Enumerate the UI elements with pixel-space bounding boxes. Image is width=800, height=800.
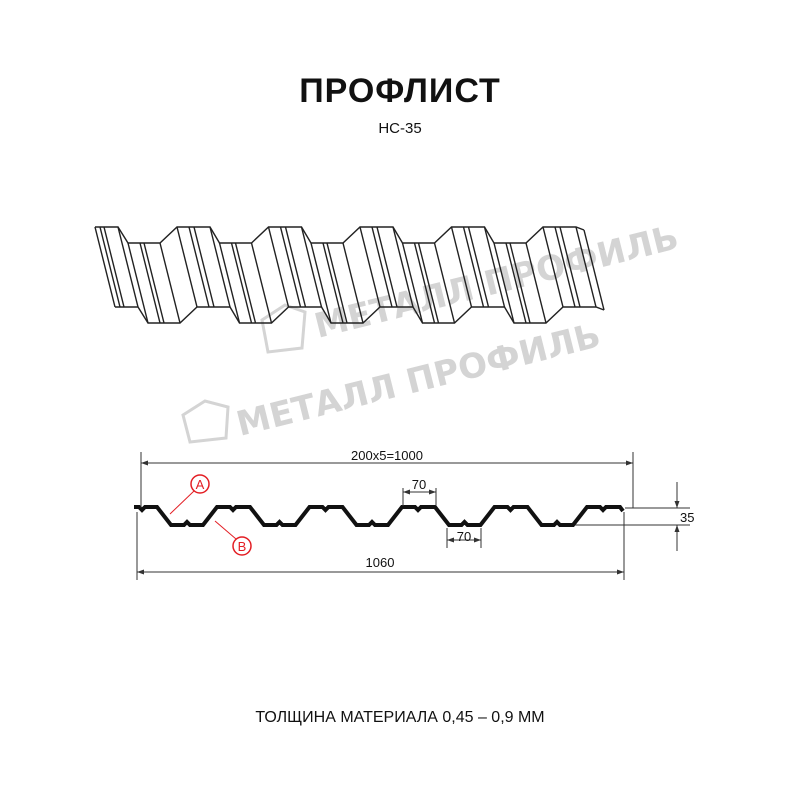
sheet-fold-line bbox=[342, 242, 364, 324]
sheet-fold-line bbox=[450, 226, 473, 308]
dimension-pitch-label: 200x5=1000 bbox=[351, 448, 423, 463]
dimension-height-label: 35 bbox=[680, 510, 694, 525]
marker-b-label: B bbox=[238, 539, 247, 554]
sheet-fold-line bbox=[392, 226, 414, 308]
sheet-rib-line bbox=[413, 242, 436, 324]
sheet-fold-line bbox=[433, 242, 456, 324]
sheet-3d-view bbox=[94, 226, 605, 324]
page-title: ПРОФЛИСТ bbox=[299, 72, 501, 110]
sheet-top-edge bbox=[95, 226, 585, 244]
model-subtitle: НС-35 bbox=[378, 120, 422, 137]
dimension-total-width-label: 1060 bbox=[366, 555, 395, 570]
dimension-bottom-flange-label: 70 bbox=[457, 529, 471, 544]
watermark-text-top: МЕТАЛЛ ПРОФИЛЬ bbox=[311, 218, 683, 347]
dimension-arrows bbox=[137, 460, 680, 575]
sheet-fold-line bbox=[300, 226, 323, 308]
sheet-fold-line bbox=[359, 226, 381, 308]
sheet-rib-line bbox=[322, 242, 344, 324]
sheet-rib-line bbox=[509, 242, 531, 324]
sheet-rib-line bbox=[193, 226, 215, 308]
material-thickness-text: ТОЛЩИНА МАТЕРИАЛА 0,45 – 0,9 ММ bbox=[255, 709, 545, 726]
marker-b: B bbox=[214, 520, 252, 556]
sheet-fold-line bbox=[250, 242, 273, 324]
sheet-fold-line bbox=[159, 242, 181, 324]
sheet-rib-line bbox=[376, 226, 398, 308]
sheet-fold-line bbox=[575, 226, 597, 308]
sheet-fold-line bbox=[401, 242, 424, 324]
cross-section bbox=[134, 505, 625, 527]
sheet-rib-line bbox=[326, 242, 348, 324]
sheet-rib-line bbox=[462, 226, 485, 308]
sheet-rib-line bbox=[139, 242, 161, 324]
sheet-fold-line bbox=[542, 226, 564, 308]
sheet-fold-line bbox=[525, 242, 547, 324]
dimension-lines bbox=[136, 452, 690, 580]
sheet-rib-line bbox=[371, 226, 393, 308]
sheet-rib-line bbox=[230, 242, 253, 324]
sheet-fold-line bbox=[493, 242, 515, 324]
sheet-fold-line bbox=[176, 226, 198, 308]
sheet-rib-line bbox=[99, 226, 121, 308]
sheet-rib-line bbox=[417, 242, 440, 324]
sheet-rib-line bbox=[554, 226, 576, 308]
dimension-top-flange-label: 70 bbox=[412, 477, 426, 492]
watermark-logo-top: МЕТАЛЛ ПРОФИЛЬ bbox=[260, 218, 683, 354]
sheet-rib-line bbox=[284, 226, 307, 308]
sheet-rib-line bbox=[279, 226, 302, 308]
sheet-fold-line bbox=[209, 226, 231, 308]
sheet-rib-line bbox=[559, 226, 581, 308]
sheet-fold-line bbox=[267, 226, 290, 308]
sheet-fold-line bbox=[583, 229, 605, 311]
watermark-text-bottom: МЕТАЛЛ ПРОФИЛЬ bbox=[233, 316, 605, 445]
sheet-rib-line bbox=[143, 242, 165, 324]
sheet-fold-line bbox=[483, 226, 506, 308]
watermark-logo-bottom: МЕТАЛЛ ПРОФИЛЬ bbox=[181, 316, 605, 445]
sheet-fold-line bbox=[310, 242, 332, 324]
marker-a: A bbox=[169, 474, 210, 515]
marker-a-label: A bbox=[196, 477, 205, 492]
sheet-rib-line bbox=[103, 226, 125, 308]
sheet-rib-line bbox=[467, 226, 490, 308]
sheet-fold-line bbox=[94, 226, 116, 308]
sheet-rib-line bbox=[234, 242, 257, 324]
sheet-rib-line bbox=[505, 242, 527, 324]
sheet-fold-line bbox=[218, 242, 241, 324]
sheet-fold-line bbox=[127, 242, 149, 324]
sheet-rib-line bbox=[188, 226, 210, 308]
sheet-fold-line bbox=[117, 226, 139, 308]
profile-section-line bbox=[134, 505, 625, 527]
